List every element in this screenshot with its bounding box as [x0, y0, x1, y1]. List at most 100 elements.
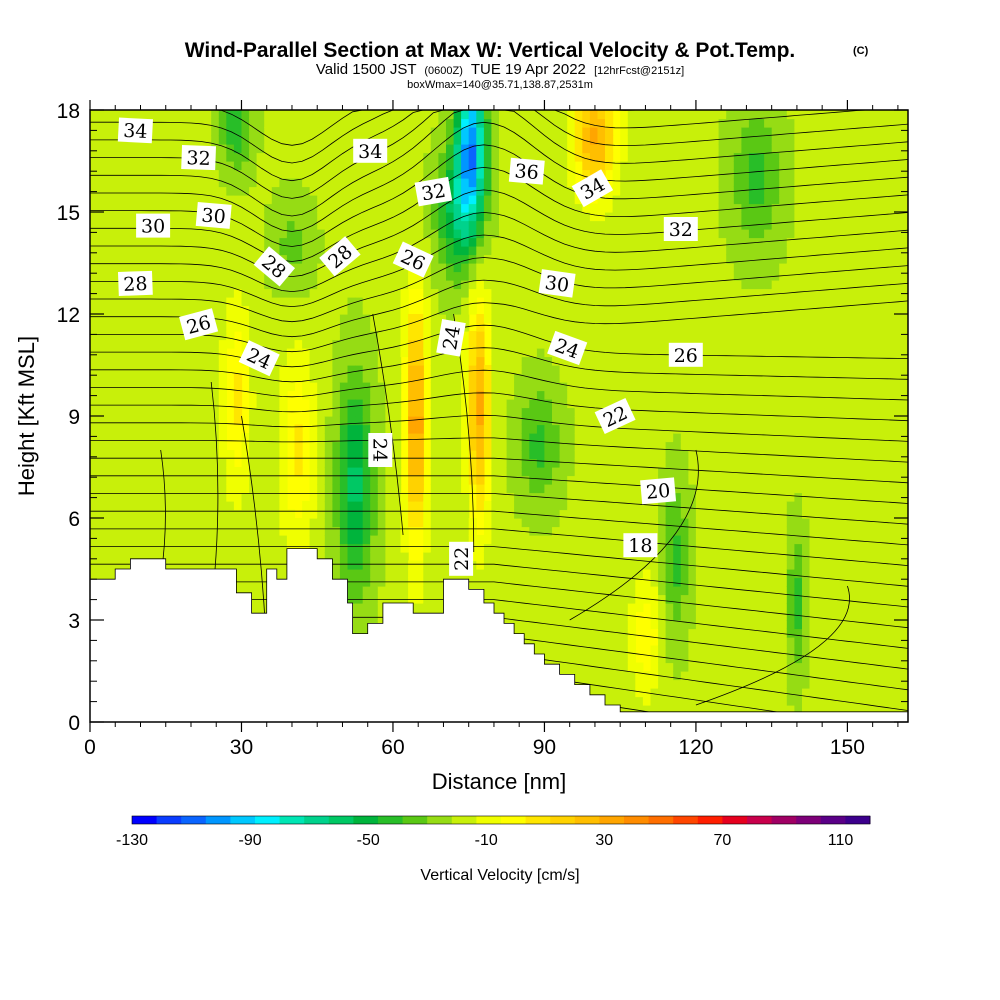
velocity-cell [279, 501, 288, 511]
velocity-cell [393, 135, 402, 145]
velocity-cell [233, 535, 243, 545]
velocity-cell [415, 220, 424, 230]
velocity-cell [370, 603, 379, 613]
velocity-cell [211, 484, 220, 494]
velocity-cell [453, 526, 462, 536]
velocity-cell [97, 118, 106, 128]
velocity-cell [408, 186, 417, 196]
velocity-cell [605, 280, 614, 290]
velocity-cell [612, 297, 621, 307]
velocity-cell [90, 229, 99, 239]
velocity-cell [408, 441, 417, 451]
velocity-cell [355, 271, 364, 281]
velocity-cell [370, 229, 379, 239]
velocity-cell [143, 552, 152, 562]
velocity-cell [574, 263, 583, 273]
velocity-cell [393, 535, 402, 545]
velocity-cell [105, 118, 114, 128]
velocity-cell [256, 339, 265, 349]
velocity-cell [521, 424, 530, 434]
velocity-cell [173, 518, 182, 528]
velocity-cell [143, 475, 152, 485]
velocity-cell [279, 458, 288, 468]
velocity-cell [362, 399, 371, 409]
velocity-cell [544, 314, 553, 324]
velocity-cell [249, 569, 258, 579]
velocity-cell [514, 518, 523, 528]
velocity-cell [317, 203, 326, 213]
velocity-cell [605, 671, 614, 681]
velocity-cell [158, 195, 167, 205]
velocity-cell [567, 407, 576, 417]
velocity-cell [536, 501, 546, 511]
velocity-cell [438, 169, 447, 179]
velocity-cell [339, 280, 349, 290]
velocity-cell [552, 356, 561, 366]
velocity-cell [317, 535, 326, 545]
velocity-cell [249, 552, 258, 562]
velocity-cell [536, 246, 546, 256]
velocity-cell [355, 390, 364, 400]
velocity-cell [430, 348, 439, 358]
velocity-cell [559, 212, 568, 222]
velocity-cell [173, 169, 182, 179]
velocity-cell [203, 509, 212, 519]
velocity-cell [393, 186, 402, 196]
velocity-cell [332, 144, 341, 154]
velocity-cell [347, 178, 356, 188]
velocity-cell [279, 356, 288, 366]
velocity-cell [196, 246, 205, 256]
velocity-cell [400, 280, 409, 290]
velocity-cell [309, 203, 318, 213]
velocity-cell [620, 458, 629, 468]
velocity-cell [143, 161, 152, 171]
velocity-cell [499, 178, 508, 188]
velocity-cell [196, 365, 205, 375]
velocity-cell [143, 322, 152, 332]
velocity-cell [536, 152, 546, 162]
velocity-cell [620, 671, 629, 681]
velocity-cell [385, 220, 394, 230]
velocity-cell [612, 569, 621, 579]
velocity-cell [347, 390, 356, 400]
velocity-cell [544, 594, 553, 604]
velocity-cell [120, 356, 129, 366]
velocity-cell [612, 645, 621, 655]
velocity-cell [286, 203, 296, 213]
velocity-cell [286, 288, 296, 298]
velocity-cell [461, 339, 470, 349]
velocity-cell [377, 535, 386, 545]
velocity-cell [582, 535, 591, 545]
velocity-cell [264, 229, 273, 239]
velocity-cell [567, 509, 576, 519]
velocity-cell [256, 178, 265, 188]
velocity-cell [97, 305, 106, 315]
velocity-cell [370, 535, 379, 545]
velocity-cell [249, 263, 258, 273]
velocity-cell [521, 467, 530, 477]
velocity-cell [105, 407, 114, 417]
velocity-cell [620, 569, 629, 579]
velocity-cell [317, 509, 326, 519]
velocity-cell [438, 552, 447, 562]
velocity-cell [559, 501, 568, 511]
velocity-cell [491, 339, 500, 349]
velocity-cell [605, 356, 614, 366]
velocity-cell [203, 348, 212, 358]
velocity-cell [483, 373, 493, 383]
velocity-cell [468, 518, 477, 528]
velocity-cell [120, 144, 129, 154]
velocity-cell [173, 280, 182, 290]
velocity-cell [339, 526, 349, 536]
velocity-cell [264, 552, 273, 562]
velocity-cell [597, 492, 606, 502]
velocity-cell [143, 203, 152, 213]
velocity-cell [589, 467, 599, 477]
velocity-cell [264, 484, 273, 494]
velocity-cell [476, 195, 485, 205]
velocity-cell [438, 127, 447, 137]
velocity-cell [127, 339, 137, 349]
velocity-cell [612, 186, 621, 196]
velocity-cell [430, 314, 439, 324]
velocity-cell [362, 518, 371, 528]
